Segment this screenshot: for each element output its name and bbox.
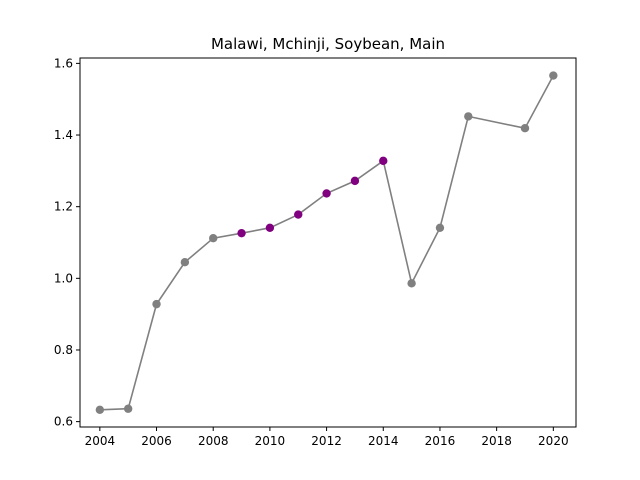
x-tick-label: 2008 bbox=[198, 434, 229, 448]
data-point bbox=[322, 189, 331, 198]
data-point bbox=[549, 71, 558, 80]
x-tick-label: 2016 bbox=[425, 434, 456, 448]
y-tick-label: 1.2 bbox=[54, 200, 73, 214]
y-tick-label: 1.6 bbox=[54, 56, 73, 70]
data-point bbox=[294, 210, 303, 219]
y-tick-label: 0.8 bbox=[54, 343, 73, 357]
data-point bbox=[180, 258, 190, 267]
x-tick-label: 2004 bbox=[85, 434, 116, 448]
data-point bbox=[95, 405, 105, 415]
x-tick-label: 2020 bbox=[538, 434, 569, 448]
data-point bbox=[464, 112, 473, 121]
plot-area: 2004 2006 2008 2010 2012 2014 2016 2018 2020 0.6 0… bbox=[54, 56, 569, 448]
y-tick-label: 1.4 bbox=[54, 128, 73, 142]
data-point bbox=[407, 279, 416, 288]
data-point bbox=[152, 299, 161, 309]
x-tick-label: 2010 bbox=[255, 434, 286, 448]
data-point bbox=[237, 228, 246, 238]
axes-frame bbox=[79, 57, 577, 428]
data-point bbox=[379, 156, 388, 166]
data-point bbox=[209, 234, 218, 243]
x-tick-label: 2006 bbox=[141, 434, 172, 448]
y-tick-label: 0.6 bbox=[54, 415, 73, 429]
x-tick-label: 2012 bbox=[311, 434, 342, 448]
x-tick-label: 2014 bbox=[368, 434, 399, 448]
series-line bbox=[99, 75, 555, 411]
x-tick-label: 2018 bbox=[481, 434, 512, 448]
data-point bbox=[520, 124, 530, 133]
y-tick-label: 1.0 bbox=[54, 271, 73, 285]
data-point bbox=[123, 404, 133, 413]
chart-title: Malawi, Mchinji, Soybean, Main bbox=[211, 35, 445, 53]
data-point bbox=[350, 176, 360, 186]
data-point bbox=[265, 223, 275, 233]
data-point bbox=[435, 223, 445, 233]
